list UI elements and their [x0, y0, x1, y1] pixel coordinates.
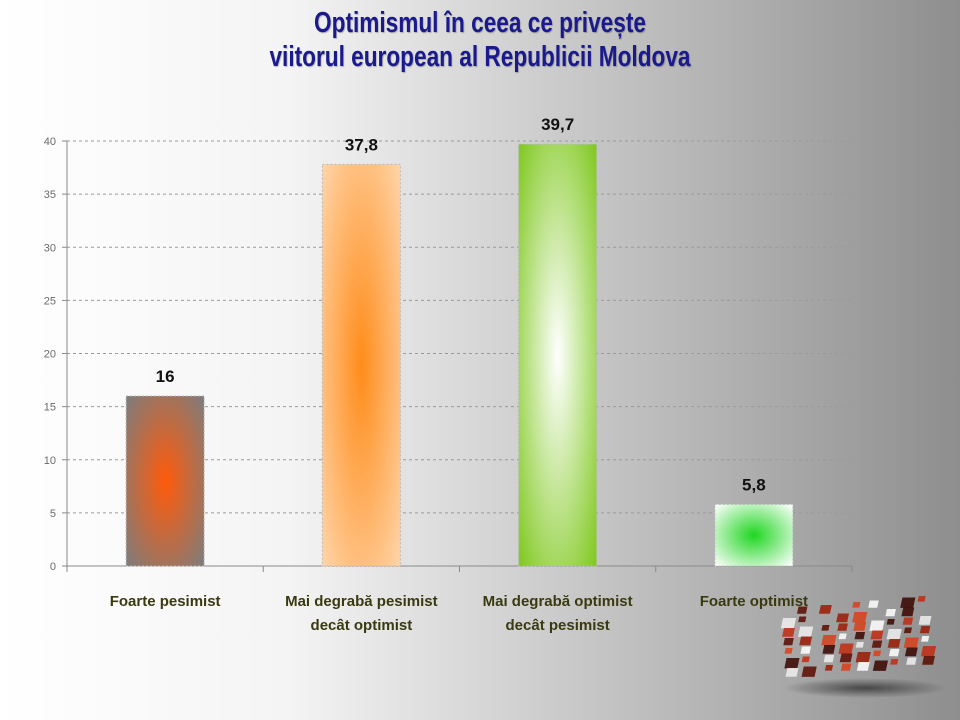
mosaic-tile — [922, 656, 935, 665]
mosaic-tile — [919, 626, 931, 634]
data-label: 37,8 — [345, 135, 378, 154]
mosaic-tile — [798, 616, 807, 623]
mosaic-tile — [917, 596, 926, 602]
mosaic-tile — [796, 606, 808, 614]
mosaic-tile — [872, 660, 889, 671]
mosaic-tile — [837, 623, 848, 631]
mosaic-tile — [869, 620, 885, 631]
mosaic-tile — [854, 632, 866, 640]
category-label: decât pesimist — [506, 617, 610, 634]
mosaic-tile — [855, 652, 871, 663]
bar — [518, 143, 598, 567]
mosaic-tile — [918, 616, 932, 625]
mosaic-tile — [904, 647, 918, 657]
mosaic-tile — [824, 665, 834, 671]
mosaic-tile — [887, 639, 901, 648]
mosaic-tile — [784, 648, 793, 654]
chart-title: Optimismul în ceea ce privește viitorul … — [106, 6, 855, 74]
mosaic-tile — [901, 607, 915, 617]
mosaic-tile — [853, 622, 867, 631]
mosaic-tile — [840, 663, 852, 671]
mosaic-tile — [920, 646, 937, 657]
mosaic-tile — [821, 625, 830, 631]
mosaic-tile — [785, 668, 799, 677]
category-label: Foarte optimist — [700, 593, 808, 610]
mosaic-tile — [836, 613, 850, 623]
category-label: Mai degrabă pesimist — [285, 593, 438, 610]
mosaic-tile — [822, 645, 836, 654]
mosaic-tile — [870, 630, 884, 640]
mosaic-tile — [784, 658, 800, 669]
decorative-mosaic-logo — [780, 596, 947, 698]
mosaic-tile — [798, 626, 814, 637]
y-tick-label: 0 — [50, 561, 56, 573]
mosaic-tile — [800, 646, 811, 654]
mosaic-tile — [886, 629, 902, 640]
mosaic-tile — [852, 602, 861, 608]
mosaic-tile — [801, 656, 810, 663]
data-label: 16 — [156, 367, 175, 386]
bar — [321, 163, 401, 567]
mosaic-tile — [782, 628, 795, 637]
mosaic-tile — [886, 619, 895, 625]
mosaic-tile — [868, 600, 879, 608]
y-tick-label: 25 — [44, 295, 56, 307]
y-tick-label: 40 — [44, 136, 56, 148]
mosaic-tile — [888, 649, 900, 657]
y-tick-label: 30 — [44, 242, 56, 254]
bar — [125, 395, 205, 567]
category-label: Foarte pesimist — [110, 593, 221, 610]
y-tick-label: 15 — [44, 402, 56, 414]
mosaic-tile — [780, 618, 797, 629]
mosaic-tile — [801, 666, 817, 677]
chart-title-line-2: viitorul european al Republicii Moldova — [269, 41, 691, 73]
mosaic-tile — [903, 627, 913, 634]
mosaic-tile — [838, 633, 847, 640]
mosaic-tile — [856, 662, 870, 671]
mosaic-tile — [890, 659, 899, 665]
mosaic-tile — [783, 638, 794, 646]
chart-title-line-1: Optimismul în ceea ce privește — [314, 7, 646, 39]
y-tick-label: 35 — [44, 189, 56, 201]
mosaic-tile — [852, 612, 868, 623]
mosaic-tile — [799, 636, 813, 646]
mosaic-tile — [838, 643, 854, 654]
mosaic-tile — [839, 653, 853, 663]
y-tick-label: 20 — [44, 349, 56, 361]
mosaic-tile — [821, 635, 837, 646]
data-label: 39,7 — [541, 115, 574, 134]
mosaic-tile — [885, 609, 896, 617]
mosaic-tile — [871, 640, 883, 648]
data-label: 5,8 — [742, 475, 766, 494]
category-label: Mai degrabă optimist — [483, 593, 633, 610]
mosaic-tile — [921, 636, 930, 642]
y-tick-label: 10 — [44, 455, 56, 467]
mosaic-tile — [872, 650, 882, 657]
mosaic-tile — [902, 617, 914, 625]
bar — [714, 503, 794, 567]
mosaic-tile — [906, 657, 917, 665]
mosaic-tile — [903, 637, 919, 648]
y-tick-label: 5 — [50, 508, 56, 520]
mosaic-tile — [823, 655, 835, 663]
category-label: decât optimist — [311, 617, 413, 634]
mosaic-tile — [818, 605, 832, 614]
mosaic-tile — [900, 597, 916, 608]
mosaic-tile — [855, 642, 864, 648]
